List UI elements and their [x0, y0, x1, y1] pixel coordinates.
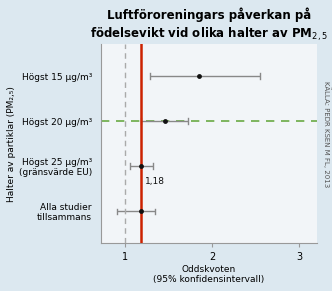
Y-axis label: Halter av partiklar (PM₂,₅): Halter av partiklar (PM₂,₅) — [7, 86, 16, 202]
Text: 1,18: 1,18 — [144, 178, 164, 187]
Text: KÄLLA: PEDR KSEN M FL, 2013: KÄLLA: PEDR KSEN M FL, 2013 — [323, 81, 331, 187]
Title: Luftföroreningars påverkan på
födelsevikt vid olika halter av PM$_{2,5}$: Luftföroreningars påverkan på födelsevik… — [90, 7, 328, 42]
X-axis label: Oddskvoten
(95% konfidensintervall): Oddskvoten (95% konfidensintervall) — [153, 265, 265, 284]
